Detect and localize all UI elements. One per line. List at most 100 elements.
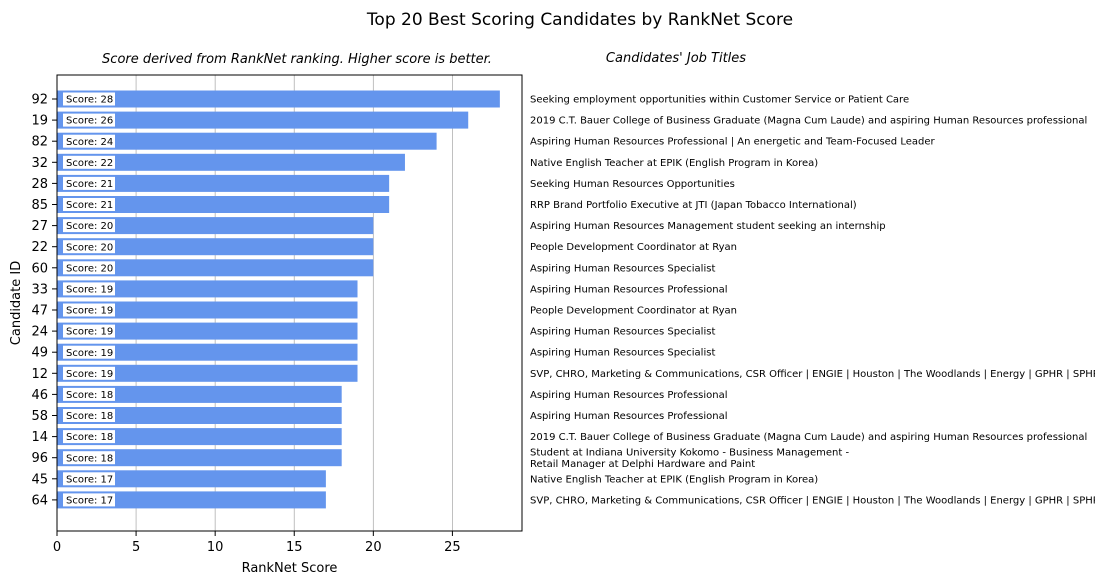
job-title-label: Native English Teacher at EPIK (English …	[530, 158, 818, 169]
bars: Score: 28 Score: 26 Score: 24 Score: 22 Scor…	[57, 90, 500, 509]
y-tick-label: 85	[31, 198, 48, 213]
bar-value-label: Score: 19	[66, 327, 113, 338]
bar-value-label: Score: 26	[66, 116, 113, 127]
bar-label-box	[63, 303, 115, 317]
job-titles-heading: Candidates' Job Titles	[606, 51, 746, 66]
x-tick-label: 25	[444, 540, 461, 555]
job-title-label: Aspiring Human Resources Management stud…	[530, 221, 886, 232]
y-tick-label: 92	[31, 93, 48, 108]
bar-label-box	[63, 493, 115, 507]
bar-label-box	[63, 366, 115, 380]
bar-candidate-49	[57, 343, 358, 361]
bar-value-label: Score: 20	[66, 263, 113, 274]
bar-candidate-64	[57, 491, 326, 509]
y-tick-label: 64	[31, 493, 48, 508]
bar-candidate-33	[57, 280, 358, 298]
job-title-label: Native English Teacher at EPIK (English …	[530, 474, 818, 485]
bar-value-label: Score: 20	[66, 242, 113, 253]
job-title-label: Aspiring Human Resources Professional	[530, 390, 728, 401]
job-title-label: 2019 C.T. Bauer College of Business Grad…	[530, 432, 1087, 443]
y-axis-ticks: 92 19 82 32 28 85 27 22 60 33 47 24 49 12 46 58 14 96 45 64	[31, 93, 57, 508]
job-title-label: Aspiring Human Resources Professional	[530, 411, 728, 422]
bar-label-box	[63, 345, 115, 359]
bar-label-box	[63, 155, 115, 169]
bar-candidate-24	[57, 322, 358, 340]
bar-value-label: Score: 17	[66, 496, 113, 507]
bar-value-label: Score: 17	[66, 474, 113, 485]
y-tick-label: 45	[31, 472, 48, 487]
y-tick-label: 46	[31, 388, 48, 403]
y-tick-label: 19	[31, 114, 48, 129]
job-title-label: Retail Manager at Delphi Hardware and Pa…	[530, 459, 755, 470]
bar-candidate-96	[57, 449, 342, 467]
y-tick-label: 32	[31, 156, 48, 171]
bar-label-box	[63, 430, 115, 444]
bar-value-label: Score: 18	[66, 453, 113, 464]
bar-value-label: Score: 22	[66, 158, 113, 169]
bar-candidate-22	[57, 238, 374, 256]
y-tick-label: 24	[31, 325, 48, 340]
bar-value-label: Score: 19	[66, 369, 113, 380]
y-tick-label: 22	[31, 240, 48, 255]
y-tick-label: 96	[31, 451, 48, 466]
bar-candidate-45	[57, 470, 326, 488]
bar-candidate-85	[57, 196, 390, 213]
bar-candidate-14	[57, 428, 342, 446]
bar-label-box	[63, 409, 115, 422]
bar-value-label: Score: 19	[66, 306, 113, 317]
bar-label-box	[63, 324, 115, 338]
y-tick-label: 49	[31, 346, 48, 361]
job-title-label: Student at Indiana University Kokomo - B…	[530, 447, 849, 458]
bar-candidate-92	[57, 90, 500, 108]
bar-label-box	[63, 134, 115, 148]
job-title-label: RRP Brand Portfolio Executive at JTI (Ja…	[530, 200, 857, 211]
x-axis-ticks: 0 5 10 15 20 25	[53, 531, 461, 555]
bar-value-label: Score: 28	[66, 95, 113, 106]
bar-candidate-47	[57, 301, 358, 319]
y-axis-label: Candidate ID	[9, 261, 24, 345]
y-tick-label: 27	[31, 219, 48, 234]
bar-label-box	[63, 113, 115, 127]
bar-candidate-82	[57, 132, 437, 150]
y-tick-label: 14	[31, 430, 48, 445]
bar-value-label: Score: 19	[66, 285, 113, 296]
bar-value-label: Score: 19	[66, 348, 113, 359]
bar-candidate-19	[57, 111, 469, 129]
bar-label-box	[63, 282, 115, 296]
job-title-label: Aspiring Human Resources Specialist	[530, 263, 715, 274]
job-title-label: People Development Coordinator at Ryan	[530, 306, 737, 317]
x-tick-label: 20	[365, 540, 382, 555]
y-tick-label: 12	[31, 367, 48, 382]
x-axis-label: RankNet Score	[242, 561, 338, 576]
x-tick-label: 5	[132, 540, 140, 555]
x-tick-label: 15	[286, 540, 303, 555]
bar-value-label: Score: 20	[66, 221, 113, 232]
y-tick-label: 47	[31, 304, 48, 319]
job-title-label: 2019 C.T. Bauer College of Business Grad…	[530, 116, 1087, 127]
y-tick-label: 60	[31, 261, 48, 276]
bar-label-box	[63, 387, 115, 401]
bar-label-box	[63, 240, 115, 254]
job-title-label: Aspiring Human Resources Specialist	[530, 348, 715, 359]
y-tick-label: 82	[31, 135, 48, 150]
job-title-labels: Seeking employment opportunities within …	[530, 95, 1095, 507]
job-title-label: Seeking employment opportunities within …	[530, 95, 909, 106]
y-tick-label: 28	[31, 177, 48, 192]
bar-value-label: Score: 18	[66, 390, 113, 401]
bar-label-box	[63, 451, 115, 465]
bar-label-box	[63, 176, 115, 190]
chart-subtitle: Score derived from RankNet ranking. High…	[102, 52, 492, 67]
bar-candidate-46	[57, 385, 342, 403]
job-title-label: SVP, CHRO, Marketing & Communications, C…	[530, 369, 1095, 380]
bar-value-label: Score: 21	[66, 179, 113, 190]
job-title-label: Seeking Human Resources Opportunities	[530, 179, 735, 190]
x-tick-label: 0	[53, 540, 61, 555]
job-title-label: Aspiring Human Resources Professional | …	[530, 137, 936, 148]
bar-label-box	[63, 92, 115, 106]
y-tick-label: 33	[31, 282, 48, 297]
job-title-label: Aspiring Human Resources Professional	[530, 284, 728, 295]
bar-label-box	[63, 472, 115, 486]
bar-label-box	[63, 261, 115, 275]
bar-value-label: Score: 18	[66, 411, 113, 422]
